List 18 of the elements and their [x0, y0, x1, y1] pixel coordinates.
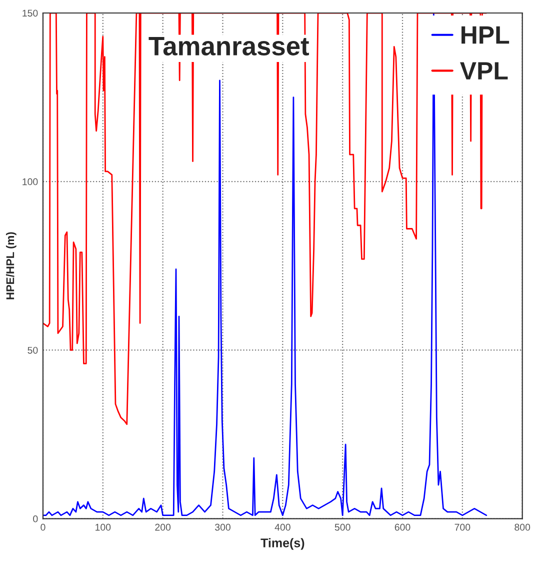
y-tick-label: 50	[28, 346, 38, 354]
x-axis-title: Time(s)	[260, 538, 304, 550]
y-axis-title: HPE/HPL (m)	[6, 232, 16, 300]
x-tick-label: 800	[514, 524, 530, 531]
x-tick-label: 400	[274, 524, 290, 531]
legend-label: HPL	[462, 26, 510, 44]
x-tick-label: 600	[394, 524, 410, 531]
y-tick-label: 150	[22, 10, 38, 17]
x-tick-label: 0	[40, 524, 46, 531]
y-tick-label: 0	[33, 515, 38, 522]
legend-label: VPL	[460, 62, 508, 80]
x-tick-label: 700	[454, 524, 470, 531]
x-tick-label: 200	[155, 524, 171, 531]
x-tick-label: 300	[215, 524, 230, 531]
text: Tamanrasset	[148, 37, 309, 56]
y-tick-label: 100	[22, 178, 38, 186]
x-tick-label: 100	[96, 524, 111, 531]
x-tick-label: 500	[334, 524, 350, 531]
